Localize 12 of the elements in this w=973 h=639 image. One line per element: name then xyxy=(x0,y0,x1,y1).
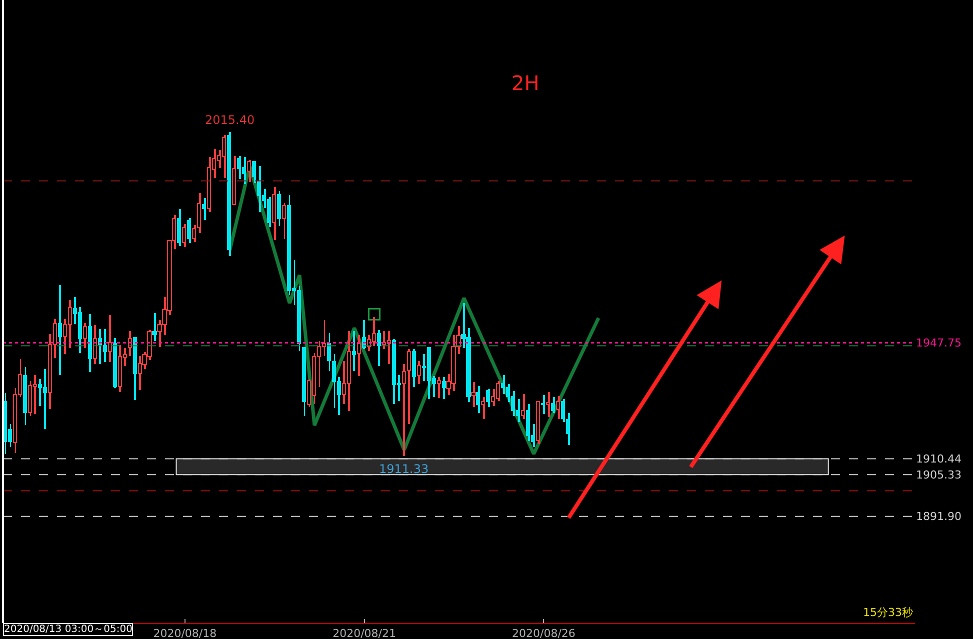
x-tick-label: 2020/08/18 xyxy=(153,627,217,639)
x-tick-label: 2020/08/26 xyxy=(512,627,576,639)
y-tick-label: 1947.75 xyxy=(916,336,962,350)
y-tick-label: 1891.90 xyxy=(916,510,962,524)
y-tick-label: 1910.44 xyxy=(916,452,962,466)
y-tick-label: 1905.33 xyxy=(916,468,962,482)
annotation: 1911.33 xyxy=(379,462,429,476)
text: 2020/08/13 03:00～05:00 xyxy=(4,624,132,635)
annotation: 2015.40 xyxy=(205,113,255,127)
x-tick-label: 2020/08/21 xyxy=(332,627,396,639)
annotation: 15分33秒 xyxy=(863,606,913,619)
text: 2H xyxy=(512,71,540,96)
